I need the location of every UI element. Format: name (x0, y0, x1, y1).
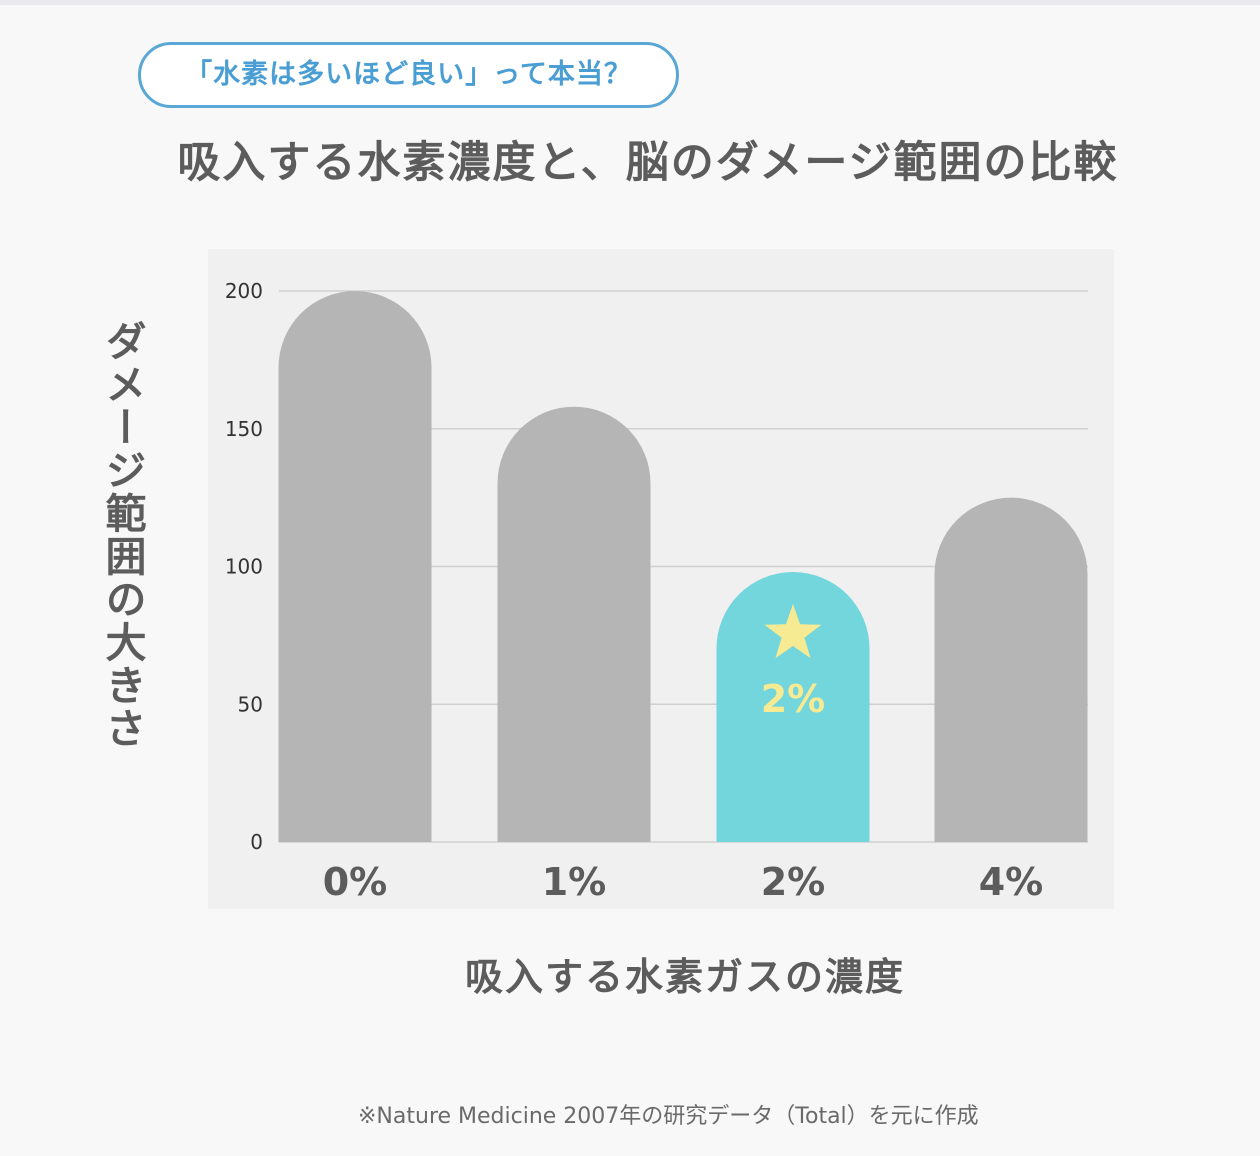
source-footnote: ※Nature Medicine 2007年の研究データ（Total）を元に作成 (358, 1104, 979, 1129)
question-badge: 「水素は多いほど良い」って本当？ (138, 42, 679, 108)
y-tick-labels: 0 50 100 150 200 (225, 279, 263, 854)
bar-2pct (716, 572, 870, 842)
x-category-label: 4% (979, 860, 1044, 904)
y-axis-label: ダメージ範囲の大きさ (98, 320, 146, 750)
top-border (0, 0, 1260, 5)
chart-title: 吸入する水素濃度と、脳のダメージ範囲の比較 (177, 138, 1119, 188)
y-tick-label: 0 (250, 830, 263, 854)
y-tick-label: 200 (225, 279, 263, 303)
x-category-label: 0% (323, 860, 388, 904)
bar-0pct (278, 291, 432, 842)
star-icon (764, 604, 822, 659)
y-tick-label: 50 (238, 692, 263, 716)
bars: 2% (278, 291, 1088, 842)
x-axis-label: 吸入する水素ガスの濃度 (464, 955, 905, 999)
bar-4pct (934, 497, 1088, 842)
x-category-labels: 0% 1% 2% 4% (323, 860, 1044, 904)
bar-1pct (497, 406, 651, 842)
x-category-label: 2% (761, 860, 826, 904)
y-tick-label: 150 (225, 417, 263, 441)
highlight-bar-label: 2% (761, 677, 826, 721)
y-tick-label: 100 (225, 555, 263, 579)
x-category-label: 1% (542, 860, 607, 904)
